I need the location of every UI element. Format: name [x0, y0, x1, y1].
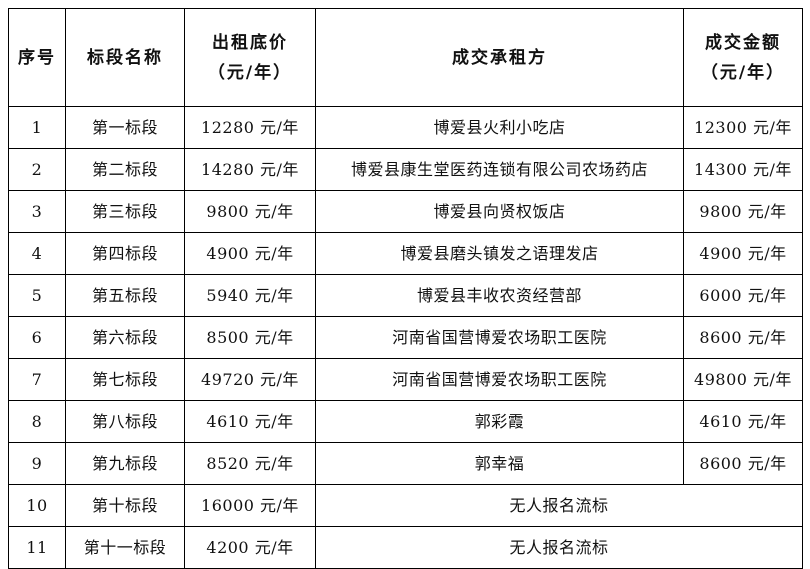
- table-row: 9 第九标段 8520 元/年 郭幸福 8600 元/年: [8, 442, 803, 485]
- cell-tenant: 河南省国营博爱农场职工医院: [315, 316, 684, 359]
- column-header-amount: 成交金额 （元/年）: [683, 8, 803, 107]
- cell-tenant: 无人报名流标: [315, 484, 803, 527]
- cell-price: 8520 元/年: [184, 442, 316, 485]
- table-row: 10 第十标段 16000 元/年 无人报名流标: [8, 484, 803, 527]
- table-row: 11 第十一标段 4200 元/年 无人报名流标: [8, 526, 803, 569]
- column-header-lot-line-1: 标段名称: [87, 47, 163, 68]
- cell-tenant: 无人报名流标: [315, 526, 803, 569]
- cell-price: 8500 元/年: [184, 316, 316, 359]
- cell-price: 14280 元/年: [184, 148, 316, 191]
- cell-price: 5940 元/年: [184, 274, 316, 317]
- column-header-price: 出租底价 （元/年）: [184, 8, 316, 107]
- cell-amount: 9800 元/年: [683, 190, 803, 233]
- cell-amount: 8600 元/年: [683, 442, 803, 485]
- column-header-lot: 标段名称: [65, 8, 185, 107]
- table-body: 1 第一标段 12280 元/年 博爱县火利小吃店 12300 元/年 2 第二标段 1428…: [8, 106, 803, 569]
- bid-results-table: 序号 标段名称 出租底价 （元/年） 成交承租方 成交金额 （元/年） 1 第一标…: [8, 8, 803, 569]
- cell-price: 49720 元/年: [184, 358, 316, 401]
- cell-lot: 第十标段: [65, 484, 185, 527]
- cell-tenant: 郭彩霞: [315, 400, 684, 443]
- cell-seq: 1: [8, 106, 66, 149]
- table-head: 序号 标段名称 出租底价 （元/年） 成交承租方 成交金额 （元/年）: [8, 8, 803, 107]
- column-header-tenant-line-1: 成交承租方: [452, 47, 547, 68]
- cell-amount: 12300 元/年: [683, 106, 803, 149]
- cell-tenant: 河南省国营博爱农场职工医院: [315, 358, 684, 401]
- cell-seq: 6: [8, 316, 66, 359]
- cell-seq: 11: [8, 526, 66, 569]
- cell-tenant: 博爱县康生堂医药连锁有限公司农场药店: [315, 148, 684, 191]
- cell-seq: 4: [8, 232, 66, 275]
- cell-lot: 第五标段: [65, 274, 185, 317]
- column-header-price-line-1: 出租底价: [212, 32, 288, 53]
- cell-lot: 第四标段: [65, 232, 185, 275]
- cell-tenant: 博爱县丰收农资经营部: [315, 274, 684, 317]
- cell-seq: 2: [8, 148, 66, 191]
- cell-lot: 第三标段: [65, 190, 185, 233]
- cell-price: 12280 元/年: [184, 106, 316, 149]
- cell-amount: 14300 元/年: [683, 148, 803, 191]
- cell-price: 4900 元/年: [184, 232, 316, 275]
- table-row: 3 第三标段 9800 元/年 博爱县向贤权饭店 9800 元/年: [8, 190, 803, 233]
- cell-lot: 第十一标段: [65, 526, 185, 569]
- cell-amount: 49800 元/年: [683, 358, 803, 401]
- cell-amount: 4900 元/年: [683, 232, 803, 275]
- cell-tenant: 博爱县火利小吃店: [315, 106, 684, 149]
- cell-lot: 第六标段: [65, 316, 185, 359]
- table-row: 7 第七标段 49720 元/年 河南省国营博爱农场职工医院 49800 元/年: [8, 358, 803, 401]
- cell-lot: 第八标段: [65, 400, 185, 443]
- cell-lot: 第九标段: [65, 442, 185, 485]
- cell-seq: 3: [8, 190, 66, 233]
- cell-seq: 5: [8, 274, 66, 317]
- table-row: 4 第四标段 4900 元/年 博爱县磨头镇发之语理发店 4900 元/年: [8, 232, 803, 275]
- cell-tenant: 博爱县向贤权饭店: [315, 190, 684, 233]
- table-row: 6 第六标段 8500 元/年 河南省国营博爱农场职工医院 8600 元/年: [8, 316, 803, 359]
- cell-amount: 6000 元/年: [683, 274, 803, 317]
- column-header-seq-line-1: 序号: [18, 47, 56, 68]
- cell-amount: 8600 元/年: [683, 316, 803, 359]
- column-header-tenant: 成交承租方: [315, 8, 684, 107]
- cell-seq: 7: [8, 358, 66, 401]
- cell-lot: 第一标段: [65, 106, 185, 149]
- column-header-amount-line-1: 成交金额: [705, 32, 781, 53]
- column-header-price-line-2: （元/年）: [207, 62, 293, 83]
- cell-amount: 4610 元/年: [683, 400, 803, 443]
- cell-seq: 10: [8, 484, 66, 527]
- column-header-seq: 序号: [8, 8, 66, 107]
- cell-seq: 9: [8, 442, 66, 485]
- cell-lot: 第二标段: [65, 148, 185, 191]
- cell-tenant: 郭幸福: [315, 442, 684, 485]
- table-header-row: 序号 标段名称 出租底价 （元/年） 成交承租方 成交金额 （元/年）: [8, 8, 803, 107]
- cell-price: 4610 元/年: [184, 400, 316, 443]
- table-row: 5 第五标段 5940 元/年 博爱县丰收农资经营部 6000 元/年: [8, 274, 803, 317]
- column-header-amount-line-2: （元/年）: [700, 62, 786, 83]
- cell-price: 4200 元/年: [184, 526, 316, 569]
- cell-tenant: 博爱县磨头镇发之语理发店: [315, 232, 684, 275]
- cell-seq: 8: [8, 400, 66, 443]
- table-row: 1 第一标段 12280 元/年 博爱县火利小吃店 12300 元/年: [8, 106, 803, 149]
- cell-lot: 第七标段: [65, 358, 185, 401]
- cell-price: 16000 元/年: [184, 484, 316, 527]
- cell-price: 9800 元/年: [184, 190, 316, 233]
- table-row: 8 第八标段 4610 元/年 郭彩霞 4610 元/年: [8, 400, 803, 443]
- table-row: 2 第二标段 14280 元/年 博爱县康生堂医药连锁有限公司农场药店 14300 元/…: [8, 148, 803, 191]
